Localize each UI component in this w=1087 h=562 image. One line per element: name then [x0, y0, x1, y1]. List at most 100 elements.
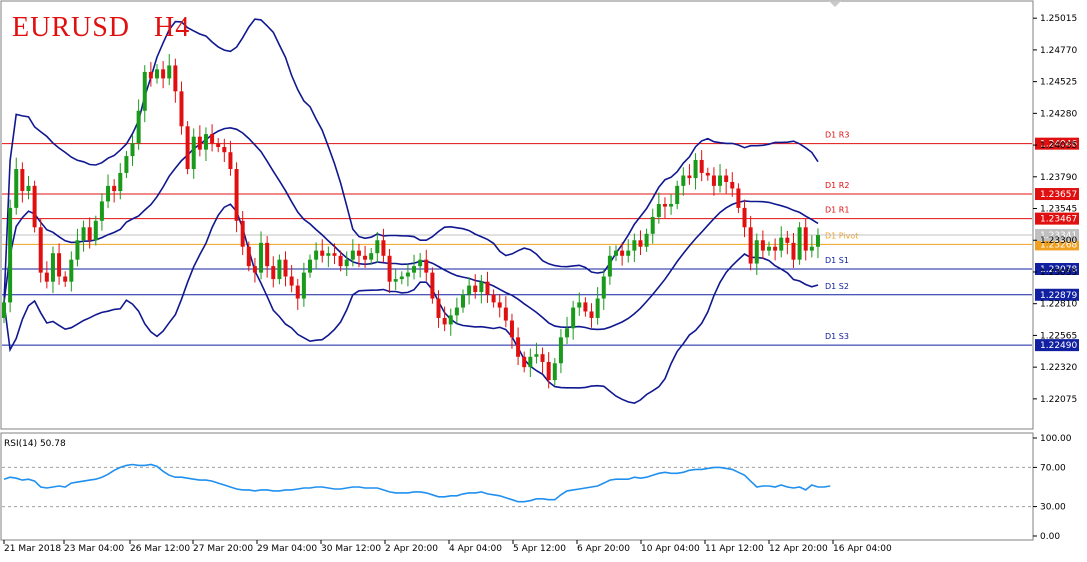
price-tick-label: 1.22565 [1040, 331, 1077, 341]
candle-body [565, 328, 570, 338]
candle-body [681, 175, 686, 186]
candle-body [191, 136, 196, 170]
candle-body [38, 227, 43, 273]
candle-body [644, 233, 649, 247]
candle-body [142, 71, 147, 111]
rsi-panel-frame [0, 432, 1034, 541]
candle-body [595, 298, 600, 318]
candle-body [558, 337, 563, 364]
candle-body [632, 240, 637, 251]
pivot-price-label: 1.24046 [1040, 140, 1077, 150]
candlesticks [2, 54, 820, 389]
candle-body [161, 69, 166, 79]
candle-body [185, 126, 190, 170]
pivot-price-label: 1.23657 [1040, 190, 1077, 200]
pivot-price-label: 1.23467 [1040, 215, 1077, 225]
candle-body [809, 246, 814, 251]
bollinger-lower-line [3, 203, 819, 405]
candle-body [448, 315, 453, 325]
price-tick-label: 1.24770 [1040, 46, 1077, 56]
candle-body [736, 188, 741, 208]
candle-body [491, 294, 496, 303]
candle-body [705, 172, 710, 176]
price-tick-label: 1.24525 [1040, 78, 1077, 88]
candle-body [265, 242, 270, 267]
candle-body [687, 175, 692, 179]
candle-body [693, 159, 698, 179]
price-tick-label: 1.23055 [1040, 268, 1077, 278]
candle-body [601, 276, 606, 299]
candle-body [363, 255, 368, 260]
rsi-indicator: 100.00 70.00 30.00 0.00 [2, 434, 1072, 542]
candle-body [546, 361, 551, 381]
pivot-price-box [1035, 212, 1079, 225]
time-tick-label: 27 Mar 20:00 [193, 544, 253, 554]
candle-body [87, 227, 92, 241]
candle-body [277, 259, 282, 280]
current-price-box [1035, 228, 1079, 241]
time-tick-label: 26 Mar 12:00 [130, 544, 190, 554]
rsi-tick-label: 70.00 [1040, 463, 1066, 473]
candle-body [797, 227, 802, 260]
candle-body [320, 250, 325, 256]
candle-body [656, 203, 661, 217]
candle-body [760, 240, 765, 251]
candle-body [589, 311, 594, 318]
price-tick-label: 1.23300 [1040, 236, 1077, 246]
candle-body [503, 307, 508, 321]
pivot-name: D1 S1 [825, 256, 849, 265]
candle-body [271, 266, 276, 280]
chart-title: EURUSD H4 [12, 12, 190, 43]
pivot-price-box [1035, 137, 1079, 150]
pivot-price-box [1035, 188, 1079, 201]
candle-body [399, 276, 404, 280]
candle-body [638, 240, 643, 247]
candle-body [730, 181, 735, 189]
candle-body [124, 156, 129, 173]
candle-body [173, 65, 178, 92]
pivot-lines: D1 R3 1.24046 D1 R2 1.23657 D1 R1 1.23467 D1 P… [2, 131, 1079, 352]
candle-body [412, 266, 417, 273]
candle-body [326, 253, 331, 256]
time-tick-label: 11 Apr 12:00 [705, 544, 764, 554]
time-tick-label: 10 Apr 04:00 [641, 544, 700, 554]
time-tick-label: 6 Apr 20:00 [577, 544, 630, 554]
pivot-price-box [1035, 339, 1079, 352]
candle-body [283, 259, 288, 277]
pivot-name: D1 Pivot [825, 231, 858, 240]
candle-body [387, 255, 392, 282]
candle-body [375, 240, 380, 254]
time-axis: 21 Mar 2018 23 Mar 04:00 26 Mar 12:00 27 Ma… [3, 540, 892, 554]
candle-body [203, 134, 208, 150]
candle-body [522, 356, 527, 368]
rsi-label: RSI(14) 50.78 [4, 439, 66, 449]
candle-body [136, 110, 141, 144]
candle-body [112, 185, 117, 192]
rsi-line [3, 463, 831, 503]
candle-body [289, 276, 294, 286]
candle-body [767, 246, 771, 251]
candle-body [626, 250, 631, 256]
shift-marker-icon [829, 1, 841, 7]
candle-body [252, 266, 257, 273]
price-tick-label: 1.23790 [1040, 173, 1077, 183]
pivot-name: D1 S3 [825, 332, 849, 341]
candle-body [711, 175, 716, 186]
candle-body [44, 272, 49, 282]
candle-body [436, 298, 441, 318]
candle-body [552, 363, 557, 381]
candle-body [155, 69, 159, 79]
candle-body [393, 279, 398, 282]
price-axis: 1.25015 1.24770 1.24525 1.24280 1.24035 1.237… [1033, 14, 1077, 405]
candle-body [301, 272, 306, 299]
bollinger-middle-line [3, 126, 819, 331]
pivot-name: D1 R1 [825, 206, 849, 215]
candle-body [724, 175, 729, 182]
candle-body [222, 147, 227, 153]
candle-body [540, 354, 545, 362]
candle-body [130, 143, 135, 157]
candle-body [20, 169, 25, 192]
time-tick-label: 5 Apr 12:00 [513, 544, 566, 554]
price-tick-label: 1.22075 [1040, 395, 1077, 405]
candle-body [418, 259, 423, 267]
